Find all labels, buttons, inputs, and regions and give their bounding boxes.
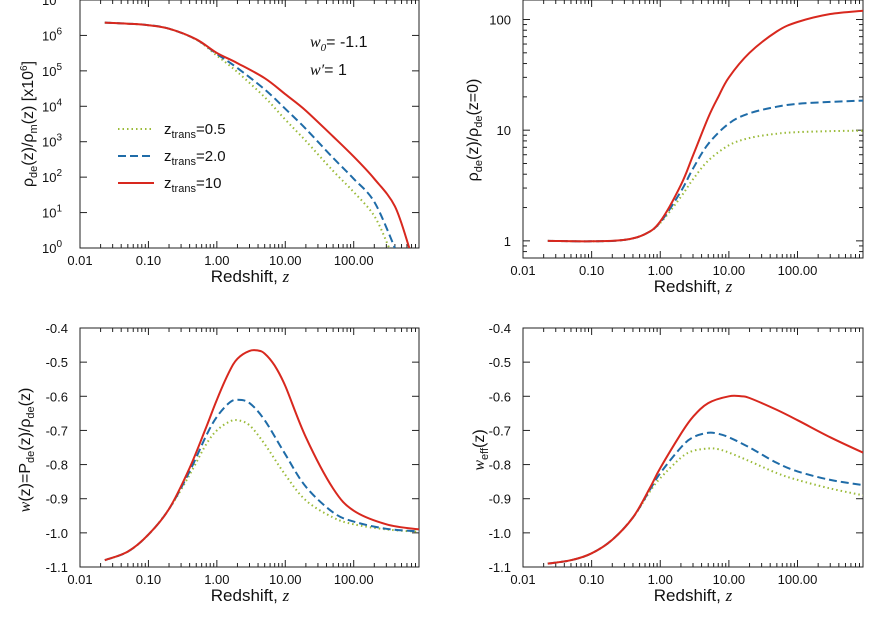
y-tick-label: -0.4: [46, 321, 68, 336]
y-tick-label: 101: [42, 204, 62, 221]
x-tick-label: 1.00: [648, 263, 673, 278]
panel-bottom-left: 0.01 0.10 1.00 10.00 100.00 -1.1 -1.0 -0.9 -0.8 -…: [17, 321, 420, 605]
y-tick-label: -0.6: [46, 389, 68, 404]
x-tick-label: 10.00: [713, 572, 746, 587]
legend-label-z10: ztrans=10: [164, 175, 221, 195]
series-lines: [547, 394, 863, 565]
series-lines: [547, 9, 863, 243]
x-tick-label: 0.10: [579, 572, 604, 587]
series-lines: [104, 21, 411, 248]
y-axis-label: w(z)=Pde(z)/ρde(z): [17, 388, 37, 513]
series-line-solid: [547, 394, 863, 565]
annotation-w0: w0= -1.1: [310, 34, 368, 54]
y-tick-label: 103: [42, 133, 62, 150]
y-tick-label: 10: [497, 123, 511, 138]
x-axis-label: Redshift, z: [211, 586, 290, 605]
legend-label-z05: ztrans=0.5: [164, 121, 226, 141]
legend: ztrans=0.5 ztrans=2.0 ztrans=10: [118, 121, 226, 195]
y-tick-label: 104: [42, 97, 62, 114]
x-tick-label: 1.00: [204, 253, 229, 268]
axes: 0.01 0.10 1.00 10.00 100.00 -1.1 -1.0 -0.9 -0.8 -…: [46, 321, 420, 587]
y-tick-label: -0.7: [489, 423, 511, 438]
y-tick-label: 107: [42, 0, 62, 8]
x-tick-label: 0.01: [67, 572, 92, 587]
x-tick-label: 0.01: [67, 253, 92, 268]
y-tick-label: -1.0: [46, 526, 68, 541]
x-tick-label: 0.01: [510, 572, 535, 587]
y-tick-label: -0.6: [489, 389, 511, 404]
x-tick-label: 100.00: [334, 572, 374, 587]
series-line-solid: [547, 9, 863, 243]
series-line-dashed: [104, 398, 419, 562]
axes: 0.01 0.10 1.00 10.00 100.00 -1.1 -1.0 -0.9 -0.8 -…: [489, 321, 864, 587]
x-tick-label: 10.00: [713, 263, 746, 278]
y-tick-label: -1.1: [46, 560, 68, 575]
y-tick-label: -0.7: [46, 423, 68, 438]
axes: 0.01 0.10 1.00 10.00 100.00 100 101 102 103 104 10…: [42, 0, 420, 268]
y-tick-label: -0.8: [46, 458, 68, 473]
y-axis-label: ρde(z)/ρde(z=0): [465, 79, 485, 182]
y-axis-label: ρde(z)/ρm(z) [x106]: [19, 61, 40, 187]
legend-label-z2: ztrans=2.0: [164, 148, 226, 168]
y-tick-label: 1: [504, 234, 511, 249]
plot-frame: [522, 327, 864, 568]
series-lines: [104, 349, 419, 562]
x-tick-label: 0.10: [136, 572, 161, 587]
series-line-dotted: [104, 21, 391, 248]
y-tick-label: -1.1: [489, 560, 511, 575]
panel-top-right: 0.01 0.10 1.00 10.00 100.00 1 10 100 Redshift, …: [465, 0, 864, 296]
x-tick-label: 10.00: [269, 572, 302, 587]
y-tick-label: 106: [42, 26, 62, 43]
plot-frame: [79, 327, 420, 568]
plot-frame: [522, 0, 864, 259]
x-tick-label: 1.00: [204, 572, 229, 587]
series-line-dashed: [104, 21, 396, 248]
y-tick-label: -0.5: [46, 355, 68, 370]
y-tick-label: 100: [42, 239, 62, 256]
y-tick-label: 100: [489, 12, 511, 27]
x-axis-label: Redshift, z: [654, 277, 733, 296]
x-tick-label: 100.00: [778, 572, 818, 587]
series-line-dashed: [547, 431, 863, 565]
plot-frame: [79, 0, 420, 249]
y-tick-label: -0.5: [489, 355, 511, 370]
series-line-dotted: [547, 447, 863, 565]
y-tick-label: -0.4: [489, 321, 511, 336]
x-axis-label: Redshift, z: [211, 267, 290, 286]
x-tick-label: 10.00: [269, 253, 302, 268]
series-line-solid: [104, 349, 419, 562]
panel-top-left: 0.01 0.10 1.00 10.00 100.00 100 101 102 103 104 10…: [19, 0, 420, 286]
legend-item-z05: ztrans=0.5: [118, 121, 226, 141]
y-tick-label: 102: [42, 168, 62, 185]
series-line-solid: [104, 21, 411, 248]
axes: 0.01 0.10 1.00 10.00 100.00 1 10 100: [489, 0, 864, 278]
y-tick-label: 105: [42, 62, 62, 79]
y-tick-label: -0.9: [46, 492, 68, 507]
legend-item-z10: ztrans=10: [118, 175, 221, 195]
x-tick-label: 100.00: [334, 253, 374, 268]
x-tick-label: 0.01: [510, 263, 535, 278]
x-tick-label: 0.10: [136, 253, 161, 268]
series-line-dotted: [104, 418, 419, 562]
annotation-wprime: w′= 1: [310, 62, 347, 79]
x-tick-label: 1.00: [648, 572, 673, 587]
x-axis-label: Redshift, z: [654, 586, 733, 605]
y-tick-label: -0.8: [489, 458, 511, 473]
y-axis-label: weff(z): [471, 429, 491, 470]
x-tick-label: 100.00: [778, 263, 818, 278]
y-tick-label: -1.0: [489, 526, 511, 541]
legend-item-z2: ztrans=2.0: [118, 148, 226, 168]
y-tick-label: -0.9: [489, 492, 511, 507]
x-tick-label: 0.10: [579, 263, 604, 278]
panel-bottom-right: 0.01 0.10 1.00 10.00 100.00 -1.1 -1.0 -0.9 -0.8 -…: [471, 321, 864, 605]
